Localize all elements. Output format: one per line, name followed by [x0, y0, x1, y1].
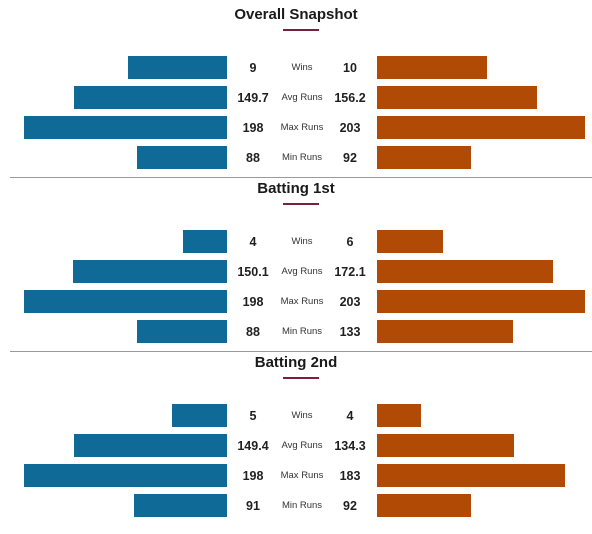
bar-left [137, 146, 227, 169]
value-right-label: 134.3 [334, 439, 366, 453]
bar-right [377, 86, 537, 109]
title-underline [283, 377, 319, 379]
bar-right [377, 464, 565, 487]
chart-row: 198 Max Runs 203 [0, 116, 592, 140]
bar-right [377, 494, 471, 517]
value-right-label: 203 [339, 121, 361, 135]
bar-left [172, 404, 227, 427]
chart-section: Overall Snapshot 9 Wins 10 149.7 Avg Runs 156.… [0, 0, 592, 174]
value-right-label: 6 [346, 235, 354, 249]
value-left-label: 198 [242, 295, 264, 309]
value-left-label: 5 [249, 409, 257, 423]
value-left-label: 4 [249, 235, 257, 249]
chart-row: 5 Wins 4 [0, 404, 592, 428]
chart-row: 198 Max Runs 203 [0, 290, 592, 314]
bar-left [74, 434, 227, 457]
bar-left [134, 494, 227, 517]
bar-right [377, 320, 513, 343]
value-left-label: 88 [246, 151, 260, 165]
chart-row: 9 Wins 10 [0, 56, 592, 80]
value-right-label: 183 [339, 469, 361, 483]
metric-label: Avg Runs [281, 92, 323, 103]
value-right-label: 203 [339, 295, 361, 309]
bar-right [377, 56, 487, 79]
value-left-label: 9 [249, 61, 257, 75]
value-right-label: 92 [343, 151, 357, 165]
value-left-label: 149.4 [237, 439, 269, 453]
metric-label: Max Runs [280, 296, 324, 307]
metric-label: Wins [291, 410, 313, 421]
metric-label: Min Runs [281, 152, 323, 163]
title-underline [283, 29, 319, 31]
chart-row: 149.7 Avg Runs 156.2 [0, 86, 592, 110]
value-right-label: 10 [343, 61, 357, 75]
value-right-label: 133 [339, 325, 361, 339]
value-right-label: 92 [343, 499, 357, 513]
bar-right [377, 146, 471, 169]
bar-left [128, 56, 227, 79]
section-title: Batting 2nd [254, 354, 338, 371]
value-right-label: 4 [346, 409, 354, 423]
section-title: Batting 1st [257, 180, 335, 197]
metric-label: Min Runs [281, 326, 323, 337]
chart-row: 149.4 Avg Runs 134.3 [0, 434, 592, 458]
bar-right [377, 404, 421, 427]
bar-right [377, 260, 553, 283]
value-left-label: 91 [246, 499, 260, 513]
value-right-label: 156.2 [334, 91, 366, 105]
title-underline [283, 203, 319, 205]
metric-label: Max Runs [280, 470, 324, 481]
metric-label: Avg Runs [281, 440, 323, 451]
chart-row: 198 Max Runs 183 [0, 464, 592, 488]
metric-label: Wins [291, 236, 313, 247]
value-left-label: 198 [242, 121, 264, 135]
bar-left [24, 290, 227, 313]
bar-right [377, 290, 585, 313]
chart-row: 88 Min Runs 92 [0, 146, 592, 170]
bar-left [137, 320, 227, 343]
bar-left [24, 116, 227, 139]
bar-right [377, 116, 585, 139]
section-title: Overall Snapshot [234, 6, 358, 23]
value-left-label: 149.7 [237, 91, 269, 105]
chart-row: 88 Min Runs 133 [0, 320, 592, 344]
bar-right [377, 434, 514, 457]
metric-label: Wins [291, 62, 313, 73]
section-divider [10, 177, 592, 178]
value-right-label: 172.1 [334, 265, 366, 279]
chart-section: Batting 1st 4 Wins 6 150.1 Avg Runs 172.1 198 Ma… [0, 174, 592, 348]
bar-left [183, 230, 227, 253]
chart-row: 4 Wins 6 [0, 230, 592, 254]
value-left-label: 88 [246, 325, 260, 339]
metric-label: Max Runs [280, 122, 324, 133]
chart-row: 91 Min Runs 92 [0, 494, 592, 518]
bar-right [377, 230, 443, 253]
bar-left [24, 464, 227, 487]
value-left-label: 150.1 [237, 265, 269, 279]
chart-row: 150.1 Avg Runs 172.1 [0, 260, 592, 284]
value-left-label: 198 [242, 469, 264, 483]
bar-left [74, 86, 227, 109]
metric-label: Avg Runs [281, 266, 323, 277]
chart-section: Batting 2nd 5 Wins 4 149.4 Avg Runs 134.3 198 Ma… [0, 348, 592, 522]
bar-left [73, 260, 227, 283]
section-divider [10, 351, 592, 352]
metric-label: Min Runs [281, 500, 323, 511]
